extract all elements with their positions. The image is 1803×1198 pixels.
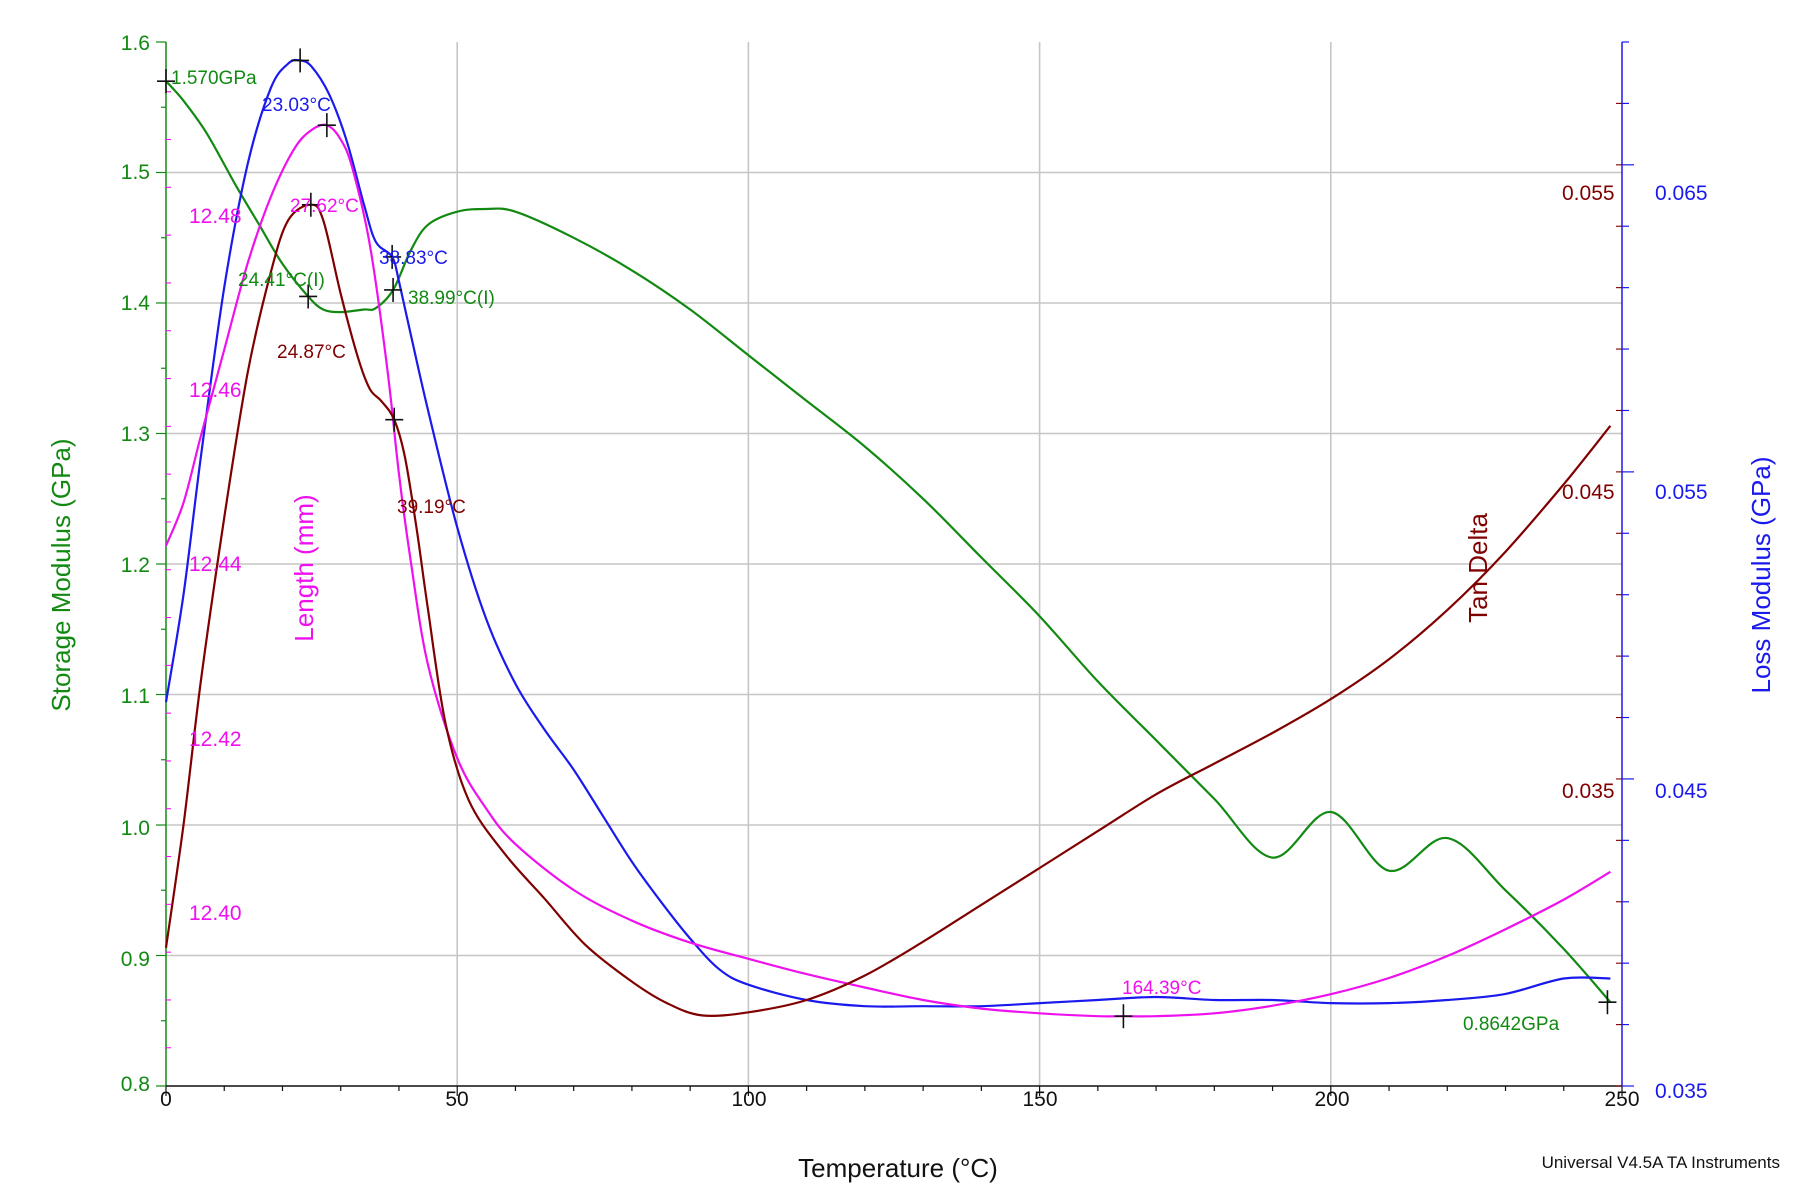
tan-tick-label: 0.045 xyxy=(1562,481,1615,504)
series-lines xyxy=(164,58,1612,1018)
left-tick-label: 1.3 xyxy=(121,423,150,446)
x-tick-label: 0 xyxy=(160,1088,172,1111)
annotation-length-peak: 27.62°C xyxy=(290,196,359,217)
annotation-loss-peak: 23.03°C xyxy=(262,95,331,116)
tan-delta-line xyxy=(164,203,1612,1018)
left-tick-label: 1.1 xyxy=(121,685,150,708)
grid-lines xyxy=(166,42,1622,1086)
annotation-storage-inflection: 38.99°C(I) xyxy=(408,288,495,309)
x-tick-label: 50 xyxy=(445,1088,468,1111)
annotations: 1.570GPa 23.03°C 27.62°C 38.83°C 24.41°C… xyxy=(171,68,1560,1035)
tan-tick-label: 0.035 xyxy=(1562,780,1615,803)
left-tick-label: 1.2 xyxy=(121,554,150,577)
axes xyxy=(156,41,1634,1096)
left-tick-label: 0.8 xyxy=(121,1073,150,1096)
annotation-tan-shoulder: 39.19°C xyxy=(397,497,466,518)
annotation-storage-end: 0.8642GPa xyxy=(1463,1014,1560,1035)
annotation-tan-peak: 24.87°C xyxy=(277,342,346,363)
point-markers xyxy=(157,48,1617,1029)
right-tick-label: 0.065 xyxy=(1655,182,1708,205)
right-tick-label: 0.045 xyxy=(1655,780,1708,803)
right-tick-label: 0.035 xyxy=(1655,1080,1708,1103)
length-tick-label: 12.42 xyxy=(189,728,242,751)
left-tick-label: 1.0 xyxy=(121,817,150,840)
instrument-footer: Universal V4.5A TA Instruments xyxy=(1542,1153,1780,1172)
length-tick-label: 12.40 xyxy=(189,902,242,925)
left-tick-label: 1.6 xyxy=(121,32,150,55)
annotation-length-min: 164.39°C xyxy=(1122,978,1201,999)
x-axis-title: Temperature (°C) xyxy=(798,1153,998,1183)
left-axis-title: Storage Modulus (GPa) xyxy=(46,438,76,711)
length-tick-label: 12.48 xyxy=(189,205,242,228)
left-tick-label: 0.9 xyxy=(121,948,150,971)
storage-modulus-line xyxy=(165,80,1612,1003)
loss-modulus-line xyxy=(164,58,1611,1008)
tan-tick-label: 0.055 xyxy=(1562,182,1615,205)
tan-axis-title: Tan Delta xyxy=(1463,513,1493,623)
x-tick-label: 250 xyxy=(1604,1088,1639,1111)
length-line xyxy=(164,123,1611,1018)
left-tick-label: 1.4 xyxy=(121,292,151,315)
annotation-storage-start: 1.570GPa xyxy=(171,68,257,89)
x-tick-label: 200 xyxy=(1314,1088,1349,1111)
length-tick-label: 12.46 xyxy=(189,379,242,402)
tick-labels: 0 50 100 150 200 250 0.8 0.9 1.0 1.1 1.2… xyxy=(121,32,1708,1111)
annotation-loss-shoulder: 38.83°C xyxy=(379,248,448,269)
x-tick-label: 100 xyxy=(731,1088,766,1111)
right-axis-title: Loss Modulus (GPa) xyxy=(1746,457,1776,694)
length-tick-label: 12.44 xyxy=(189,553,242,576)
annotation-storage-onset: 24.41°C(I) xyxy=(238,270,325,291)
length-axis-title: Length (mm) xyxy=(289,494,319,641)
right-tick-label: 0.055 xyxy=(1655,481,1708,504)
x-tick-label: 150 xyxy=(1022,1088,1057,1111)
left-tick-label: 1.5 xyxy=(121,161,150,184)
